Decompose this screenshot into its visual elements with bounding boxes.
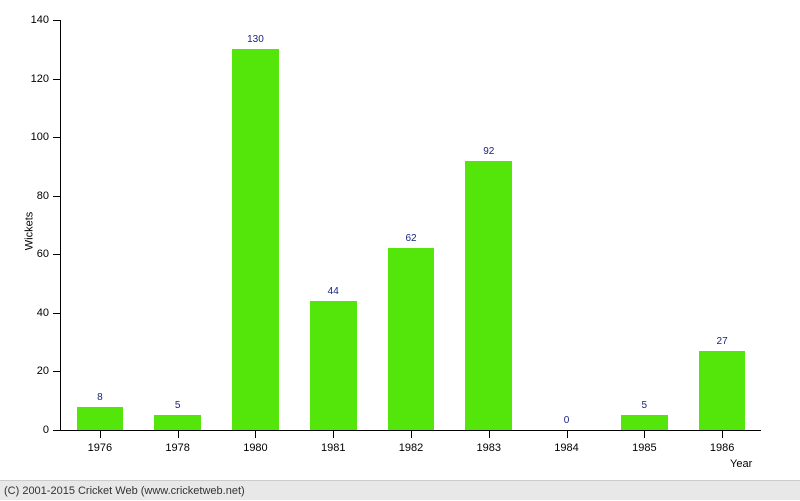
y-tick-label: 40 <box>37 307 49 319</box>
bar-value-label: 0 <box>564 415 570 426</box>
x-axis-title: Year <box>730 458 752 470</box>
x-tick <box>489 430 490 438</box>
bar <box>621 415 668 430</box>
bar-value-label: 62 <box>405 233 416 244</box>
y-tick <box>53 430 61 431</box>
y-axis-title: Wickets <box>23 212 35 251</box>
x-tick <box>100 430 101 438</box>
x-tick <box>722 430 723 438</box>
bar <box>77 407 124 430</box>
bar <box>699 351 746 430</box>
bar-value-label: 130 <box>247 34 264 45</box>
x-tick-label: 1986 <box>710 442 734 454</box>
x-tick-label: 1984 <box>554 442 578 454</box>
x-tick <box>411 430 412 438</box>
x-tick <box>333 430 334 438</box>
y-tick-label: 20 <box>37 365 49 377</box>
x-tick <box>567 430 568 438</box>
bar <box>154 415 201 430</box>
bar-value-label: 44 <box>328 286 339 297</box>
bar <box>232 49 279 430</box>
x-tick-label: 1985 <box>632 442 656 454</box>
bar-value-label: 5 <box>642 400 648 411</box>
y-tick-label: 140 <box>31 14 49 26</box>
x-tick <box>644 430 645 438</box>
y-tick <box>53 20 61 21</box>
bar <box>388 248 435 430</box>
bar-value-label: 5 <box>175 400 181 411</box>
y-tick-label: 80 <box>37 190 49 202</box>
y-tick-label: 120 <box>31 73 49 85</box>
x-tick <box>255 430 256 438</box>
y-tick <box>53 313 61 314</box>
x-tick-label: 1981 <box>321 442 345 454</box>
bar-value-label: 8 <box>97 392 103 403</box>
y-tick <box>53 196 61 197</box>
x-tick-label: 1976 <box>88 442 112 454</box>
y-tick-label: 0 <box>43 424 49 436</box>
x-tick-label: 1983 <box>477 442 501 454</box>
footer-copyright: (C) 2001-2015 Cricket Web (www.cricketwe… <box>0 480 800 500</box>
x-tick-label: 1978 <box>165 442 189 454</box>
x-tick-label: 1980 <box>243 442 267 454</box>
plot-area: 0204060801001201401976819785198013019814… <box>60 20 761 431</box>
y-tick-label: 100 <box>31 131 49 143</box>
bar-value-label: 92 <box>483 146 494 157</box>
bar <box>465 161 512 430</box>
y-tick <box>53 137 61 138</box>
bar <box>310 301 357 430</box>
x-tick-label: 1982 <box>399 442 423 454</box>
y-tick <box>53 79 61 80</box>
x-tick <box>178 430 179 438</box>
bar-value-label: 27 <box>717 336 728 347</box>
chart-container: 0 20 40 60 80 100 120 140 1976 8 1978 5 1980 130 1981 4… <box>0 0 800 500</box>
y-tick <box>53 254 61 255</box>
y-tick <box>53 371 61 372</box>
y-tick-label: 60 <box>37 248 49 260</box>
